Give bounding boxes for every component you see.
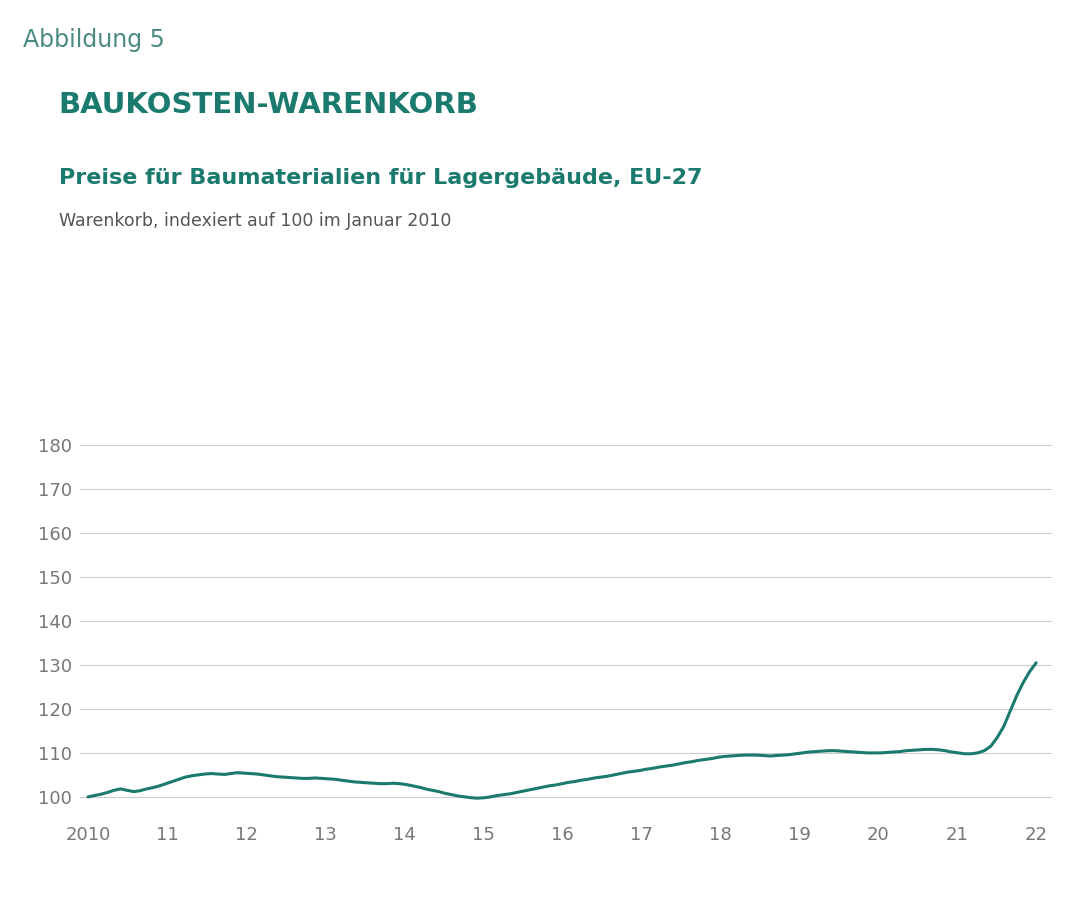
Text: BAUKOSTEN-WARENKORB: BAUKOSTEN-WARENKORB	[59, 91, 478, 119]
Text: Abbildung 5: Abbildung 5	[23, 27, 166, 52]
Text: Warenkorb, indexiert auf 100 im Januar 2010: Warenkorb, indexiert auf 100 im Januar 2…	[59, 212, 451, 230]
Text: Preise für Baumaterialien für Lagergebäude, EU-27: Preise für Baumaterialien für Lagergebäu…	[59, 168, 703, 188]
